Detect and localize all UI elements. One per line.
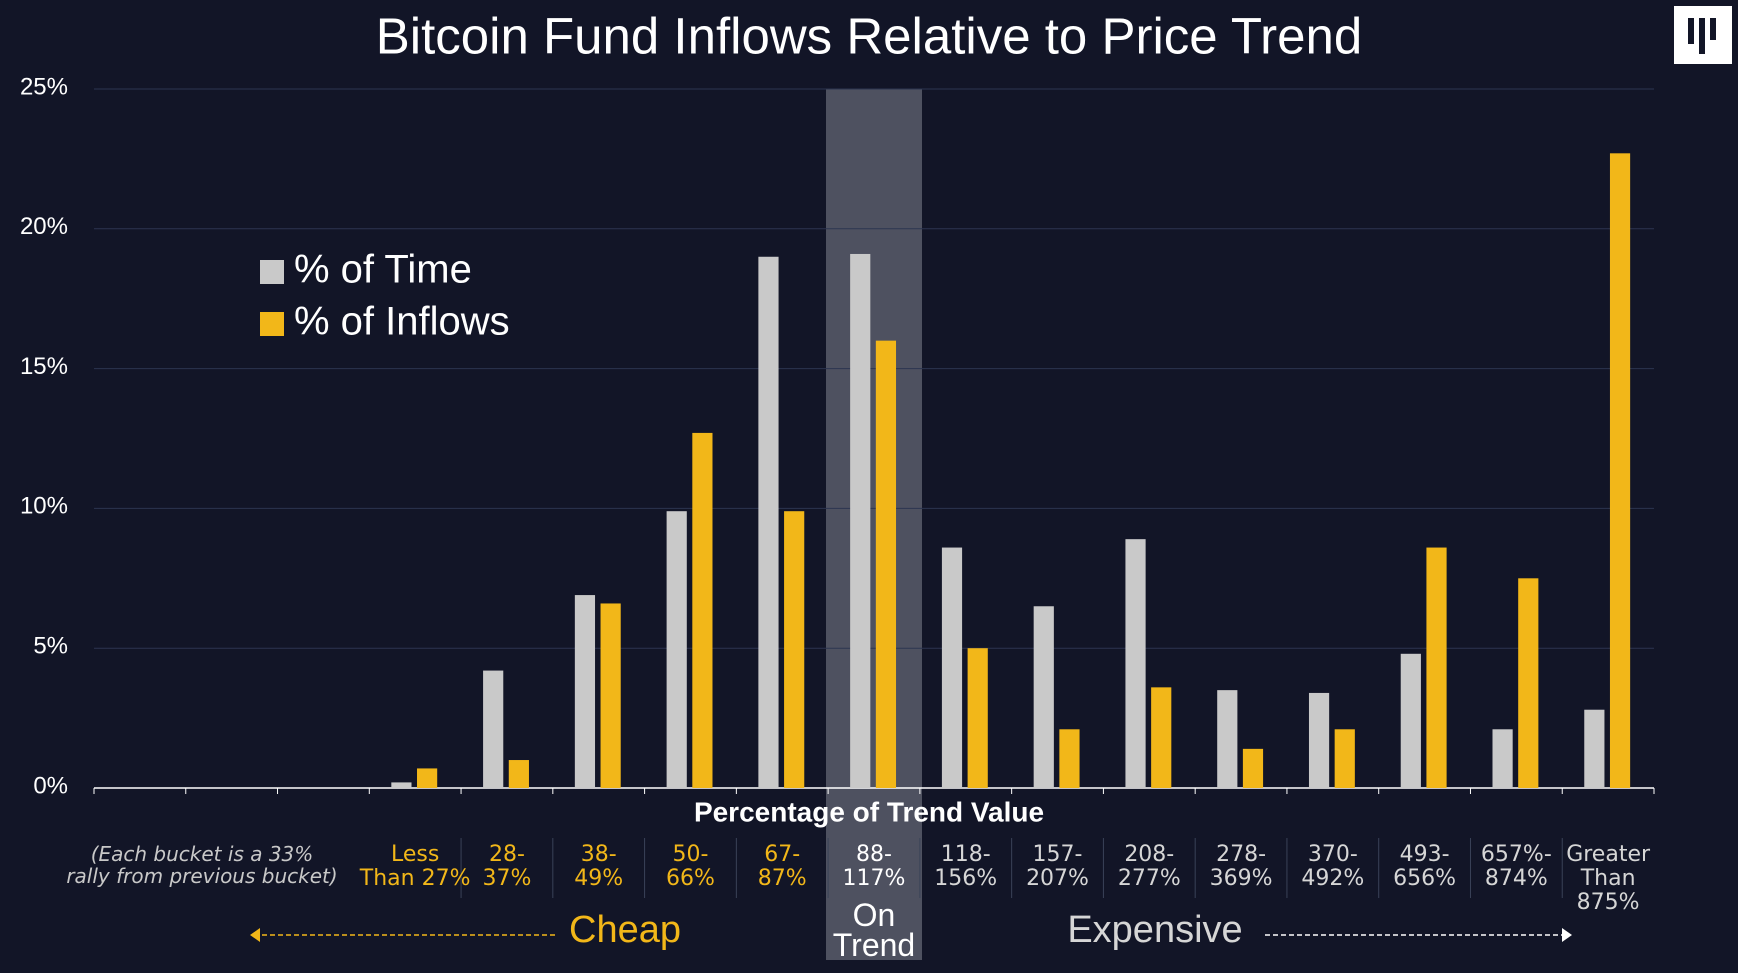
bar: [758, 256, 779, 788]
bar: [1584, 709, 1605, 788]
bar: [1059, 729, 1080, 788]
x-tick-label: 118- 156%: [934, 842, 998, 892]
bar: [391, 782, 412, 788]
bar: [483, 670, 504, 788]
x-tick-label: 50- 66%: [666, 842, 715, 892]
x-tick-label: 493- 656%: [1393, 842, 1457, 892]
y-tick-label: 10%: [20, 493, 68, 520]
x-tick-label: Greater Than 875%: [1566, 842, 1651, 916]
zone-label: On Trend: [832, 897, 916, 964]
bar: [941, 547, 963, 788]
x-tick-label: 278- 369%: [1209, 842, 1273, 892]
cheap-arrowhead: [250, 928, 260, 942]
bar: [1033, 606, 1054, 788]
y-tick-label: 20%: [20, 213, 68, 240]
bar: [666, 511, 687, 788]
bar: [1518, 578, 1539, 788]
bar: [784, 511, 805, 788]
bar: [1242, 748, 1264, 788]
legend-label: % of Time: [294, 248, 472, 292]
bar: [875, 340, 897, 788]
y-tick-label: 5%: [33, 633, 68, 660]
bar: [508, 760, 529, 788]
expensive-arrowhead: [1562, 928, 1572, 942]
bar: [1492, 729, 1513, 788]
y-tick-label: 0%: [33, 772, 68, 799]
x-tick-label: 38- 49%: [574, 842, 624, 892]
legend-swatch: [260, 312, 284, 336]
x-tick-label: 88- 117%: [842, 842, 906, 892]
bar: [850, 253, 871, 789]
bar: [1125, 539, 1146, 788]
chart-title: Bitcoin Fund Inflows Relative to Price T…: [376, 7, 1362, 64]
x-tick-label: Less Than 27%: [359, 842, 471, 892]
bar: [417, 768, 438, 788]
note: (Each bucket is a 33% rally from previou…: [66, 842, 338, 888]
bar: [1151, 687, 1172, 788]
bar: [1217, 690, 1238, 788]
y-tick-label: 15%: [20, 353, 68, 380]
bar: [600, 603, 621, 788]
x-tick-label: 657%- 874%: [1480, 842, 1552, 892]
x-tick-label: 208- 277%: [1117, 842, 1181, 892]
y-tick-label: 25%: [20, 73, 68, 100]
x-axis-title: Percentage of Trend Value: [694, 796, 1044, 827]
legend-label: % of Inflows: [294, 300, 510, 344]
x-tick-label: 67- 87%: [757, 842, 807, 892]
legend-swatch: [260, 260, 284, 284]
bar: [967, 648, 988, 788]
bar: [1400, 653, 1421, 788]
x-tick-label: 370- 492%: [1301, 842, 1365, 892]
on-trend-band: [826, 89, 922, 960]
logo-mark: [1688, 18, 1716, 54]
bar: [1308, 692, 1330, 788]
zone-label: Cheap: [569, 909, 681, 951]
bar: [692, 432, 713, 788]
x-tick-label: 28- 37%: [482, 842, 532, 892]
zone-label: Expensive: [1067, 909, 1243, 951]
bar: [1609, 153, 1631, 789]
bar: [1426, 547, 1447, 788]
bar: [1334, 729, 1355, 788]
bar: [574, 595, 596, 788]
x-tick-label: 157- 207%: [1026, 842, 1089, 892]
